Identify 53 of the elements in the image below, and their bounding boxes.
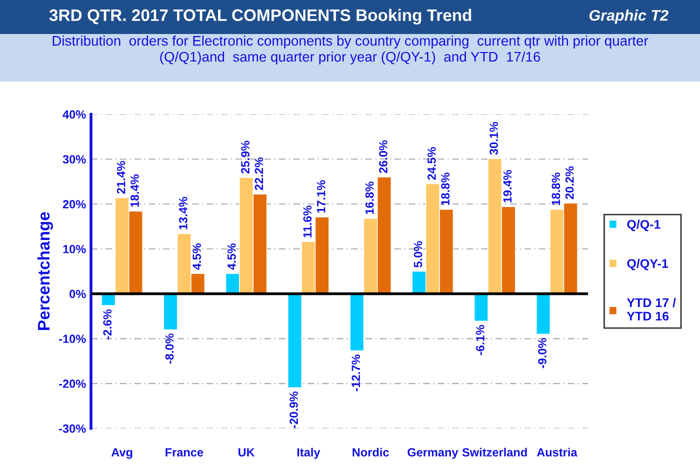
y-tick-label: 0% xyxy=(70,290,86,298)
y-tick-label: -10% xyxy=(59,334,86,344)
data-label: 25.9% xyxy=(241,140,250,174)
x-tick-label: France xyxy=(166,448,204,457)
data-label: -9.0% xyxy=(538,338,546,368)
legend-label: YTD 17 / YTD 16 xyxy=(626,298,676,321)
data-label: 22.2% xyxy=(254,157,264,190)
legend-label: Q/QY-1 xyxy=(627,258,668,270)
data-label: 21.4% xyxy=(116,160,126,194)
x-tick-label: Avg xyxy=(111,448,132,459)
data-label: 20.2% xyxy=(565,166,574,200)
bar xyxy=(474,293,488,322)
data-label: 30.1% xyxy=(490,122,498,155)
data-label: 24.5% xyxy=(427,147,436,180)
data-label: 4.5% xyxy=(227,243,236,270)
data-label: 4.5% xyxy=(192,243,202,270)
data-label: -2.6% xyxy=(103,309,112,340)
data-label: 5.0% xyxy=(414,241,422,268)
data-label: 18.8% xyxy=(552,172,560,206)
data-label: 18.8% xyxy=(441,172,450,206)
chart-title: 3RD QTR. 2017 TOTAL COMPONENTS Booking Trend xyxy=(49,8,472,24)
y-tick-label: 20% xyxy=(62,200,86,208)
data-label: 26.0% xyxy=(379,140,388,174)
x-tick-label: Switzerland xyxy=(462,448,527,457)
x-tick-label: Austria xyxy=(536,448,578,457)
y-tick-label: -20% xyxy=(59,380,86,388)
x-tick-label: UK xyxy=(238,448,255,457)
bar xyxy=(101,293,116,306)
chart-subtitle: Distribution orders for Electronic components by country comparing current qtr with prior quarter (Q/Q1)and same quarter prior year (Q/QY-1) and YTD 17/16 xyxy=(52,36,648,64)
data-label: 13.4% xyxy=(178,196,188,230)
y-tick-label: 30% xyxy=(62,155,86,164)
data-label: -6.1% xyxy=(476,325,484,356)
y-tick-label: 10% xyxy=(63,244,86,254)
bar xyxy=(350,293,364,352)
x-tick-label: Germany xyxy=(408,448,458,459)
bar xyxy=(536,293,550,334)
data-label: 17.1% xyxy=(316,180,326,213)
x-tick-label: Nordic xyxy=(352,448,389,457)
data-label: -20.9% xyxy=(290,391,298,428)
bar xyxy=(288,293,302,388)
data-label: -12.7% xyxy=(352,354,360,392)
legend-label: Q/Q-1 xyxy=(627,220,660,232)
data-label: 18.4% xyxy=(130,174,139,207)
bar xyxy=(163,293,178,330)
x-tick-label: Italy xyxy=(297,448,320,459)
text: Graphic T2 xyxy=(589,10,668,24)
y-tick-label: 40% xyxy=(62,110,86,119)
data-label: 16.8% xyxy=(365,182,374,214)
y-tick-label: -30% xyxy=(59,424,86,433)
y-axis-title: Percentchange xyxy=(37,212,54,330)
data-label: 19.4% xyxy=(503,170,512,202)
data-label: 11.6% xyxy=(303,206,312,238)
data-label: -8.0% xyxy=(165,334,174,364)
